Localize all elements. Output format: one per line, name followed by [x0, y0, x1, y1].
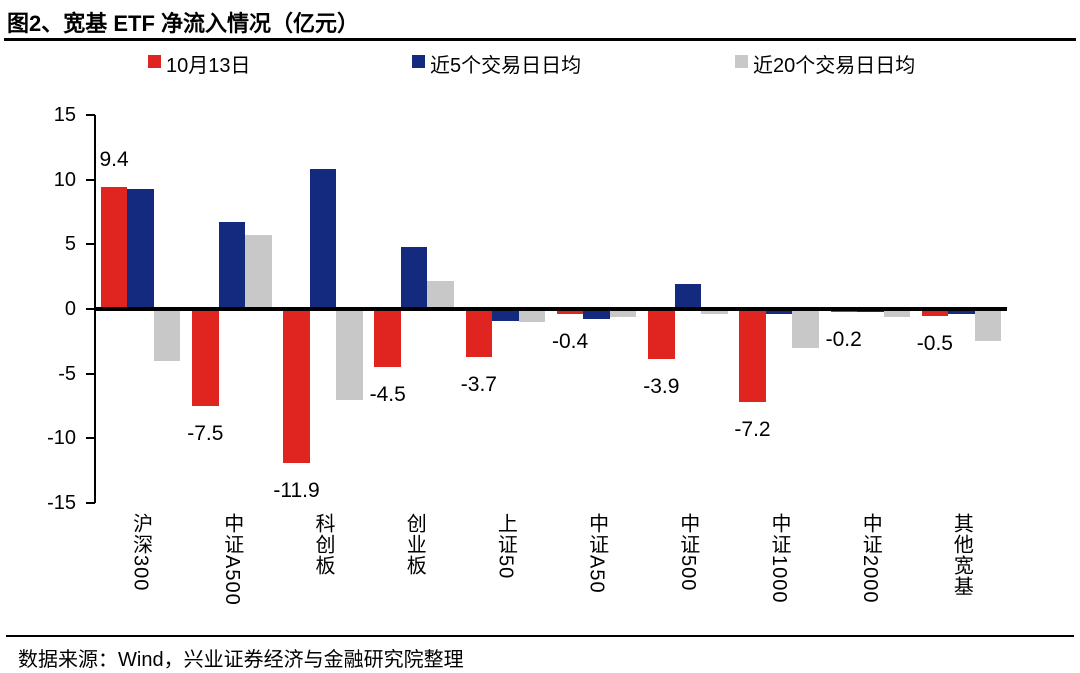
y-tick-mark	[86, 437, 95, 440]
bar	[100, 187, 128, 309]
bar	[309, 169, 337, 309]
bar	[374, 309, 401, 368]
category-label: 中证1000	[768, 513, 790, 604]
y-tick-mark	[86, 114, 95, 116]
value-label: -3.9	[643, 375, 680, 399]
value-label: -11.9	[273, 478, 320, 502]
bar	[739, 309, 766, 403]
y-axis-tick-label: -10	[47, 427, 76, 450]
category-label: 中证A50	[585, 513, 608, 594]
category-label: 中证2000	[859, 513, 882, 604]
bar	[974, 309, 1002, 342]
bar	[792, 309, 819, 348]
bar	[465, 309, 493, 357]
bar	[153, 309, 181, 361]
bar	[921, 309, 949, 316]
y-tick-mark	[86, 372, 95, 375]
legend-item: 近5个交易日日均	[412, 54, 581, 78]
y-tick-mark	[86, 243, 95, 246]
value-label: -4.5	[369, 383, 406, 407]
source-note: 数据来源：Wind，兴业证券经济与金融研究院整理	[18, 649, 464, 671]
bar	[283, 309, 310, 463]
y-axis-tick-label: 10	[53, 168, 76, 191]
category-label: 中证A500	[220, 513, 243, 606]
value-label: -7.5	[187, 422, 224, 445]
value-label: -3.7	[460, 372, 497, 396]
value-label: -7.2	[734, 418, 771, 442]
bar	[427, 280, 454, 309]
legend-swatch	[412, 55, 425, 68]
bar	[192, 309, 219, 406]
y-axis-tick-label: 15	[53, 104, 76, 126]
bar	[492, 309, 519, 321]
legend-label: 近20个交易日日均	[753, 55, 916, 77]
value-label: -0.2	[825, 327, 862, 351]
y-tick-mark	[86, 502, 95, 504]
bar	[556, 309, 584, 315]
bar	[218, 222, 246, 309]
y-axis-tick-label: -5	[58, 362, 76, 385]
category-label: 沪深300	[129, 513, 152, 592]
bar	[518, 309, 546, 322]
zero-baseline	[95, 307, 1007, 311]
figure-title: 图2、宽基 ETF 净流入情况（亿元）	[7, 11, 360, 36]
value-label: -0.5	[916, 331, 953, 355]
bar	[948, 309, 975, 315]
y-axis-tick-label: -15	[47, 492, 76, 514]
bar	[245, 235, 272, 309]
category-label: 科创板	[312, 513, 334, 576]
category-label: 其他宽基	[950, 513, 973, 597]
source-rule	[6, 635, 1074, 637]
bar	[765, 309, 793, 315]
title-rule	[4, 38, 1076, 41]
legend-swatch	[148, 55, 161, 68]
bar	[336, 309, 363, 400]
y-axis-tick-label: 5	[64, 233, 76, 256]
category-label: 创业板	[403, 513, 426, 576]
category-label: 中证500	[676, 513, 699, 592]
bar	[583, 309, 610, 320]
bar	[883, 309, 910, 317]
legend-label: 10月13日	[166, 55, 251, 77]
value-label: 9.4	[99, 148, 129, 172]
category-label: 上证50	[494, 513, 517, 580]
legend-item: 近20个交易日日均	[735, 54, 915, 78]
legend-item: 10月13日	[148, 54, 251, 78]
y-tick-mark	[86, 178, 95, 181]
legend-swatch	[735, 55, 748, 68]
bar	[127, 188, 154, 309]
bar	[701, 309, 728, 315]
legend-label: 近5个交易日日均	[430, 55, 582, 77]
bar	[400, 246, 428, 309]
bar	[609, 309, 637, 317]
bar	[674, 284, 702, 309]
value-label: -0.4	[552, 330, 589, 354]
y-tick-mark	[86, 308, 95, 310]
bar	[648, 309, 675, 360]
y-axis-tick-label: 0	[64, 298, 76, 320]
